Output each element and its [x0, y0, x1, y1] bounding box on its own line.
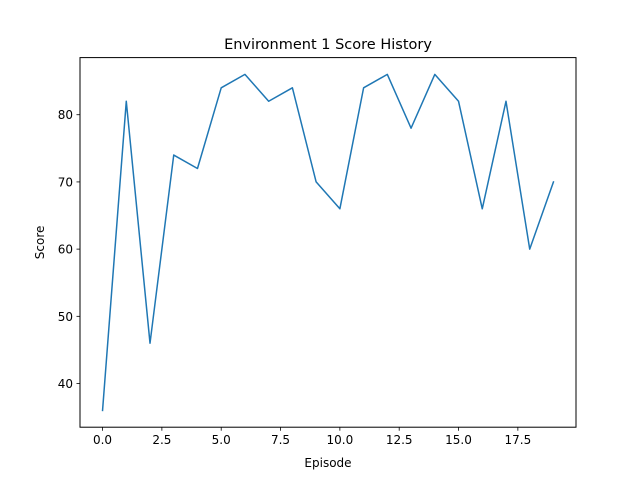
- x-axis-label: Episode: [304, 456, 351, 470]
- x-tick-label: 7.5: [271, 433, 290, 447]
- plot-frame: [79, 57, 577, 428]
- x-tick-label: 0.0: [93, 433, 112, 447]
- y-tick-label: 40: [58, 377, 73, 391]
- axis-ticks: 0.0 2.5 5.0 7.5 10.0 12.5 15.0 17.5 40 50 60 70 80: [58, 108, 531, 447]
- y-tick-label: 70: [58, 175, 73, 189]
- x-tick-label: 15.0: [445, 433, 472, 447]
- y-tick-label: 50: [58, 310, 73, 324]
- series-layer: [101, 73, 555, 412]
- y-tick-label: 60: [58, 243, 73, 257]
- y-axis-label: Score: [33, 226, 47, 260]
- x-tick-label: 12.5: [386, 433, 413, 447]
- x-tick-label: 5.0: [212, 433, 231, 447]
- score-series-line: [101, 73, 555, 412]
- chart-title: Environment 1 Score History: [224, 37, 432, 53]
- x-tick-label: 10.0: [327, 433, 354, 447]
- y-tick-label: 80: [58, 108, 73, 122]
- x-tick-label: 17.5: [504, 433, 531, 447]
- x-tick-label: 2.5: [152, 433, 171, 447]
